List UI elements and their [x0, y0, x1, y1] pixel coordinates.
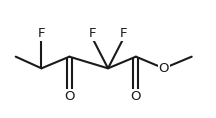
- Text: F: F: [119, 27, 127, 40]
- Text: O: O: [131, 90, 141, 103]
- Text: F: F: [89, 27, 97, 40]
- Text: O: O: [159, 62, 169, 75]
- Text: O: O: [64, 90, 75, 103]
- Text: F: F: [38, 27, 45, 40]
